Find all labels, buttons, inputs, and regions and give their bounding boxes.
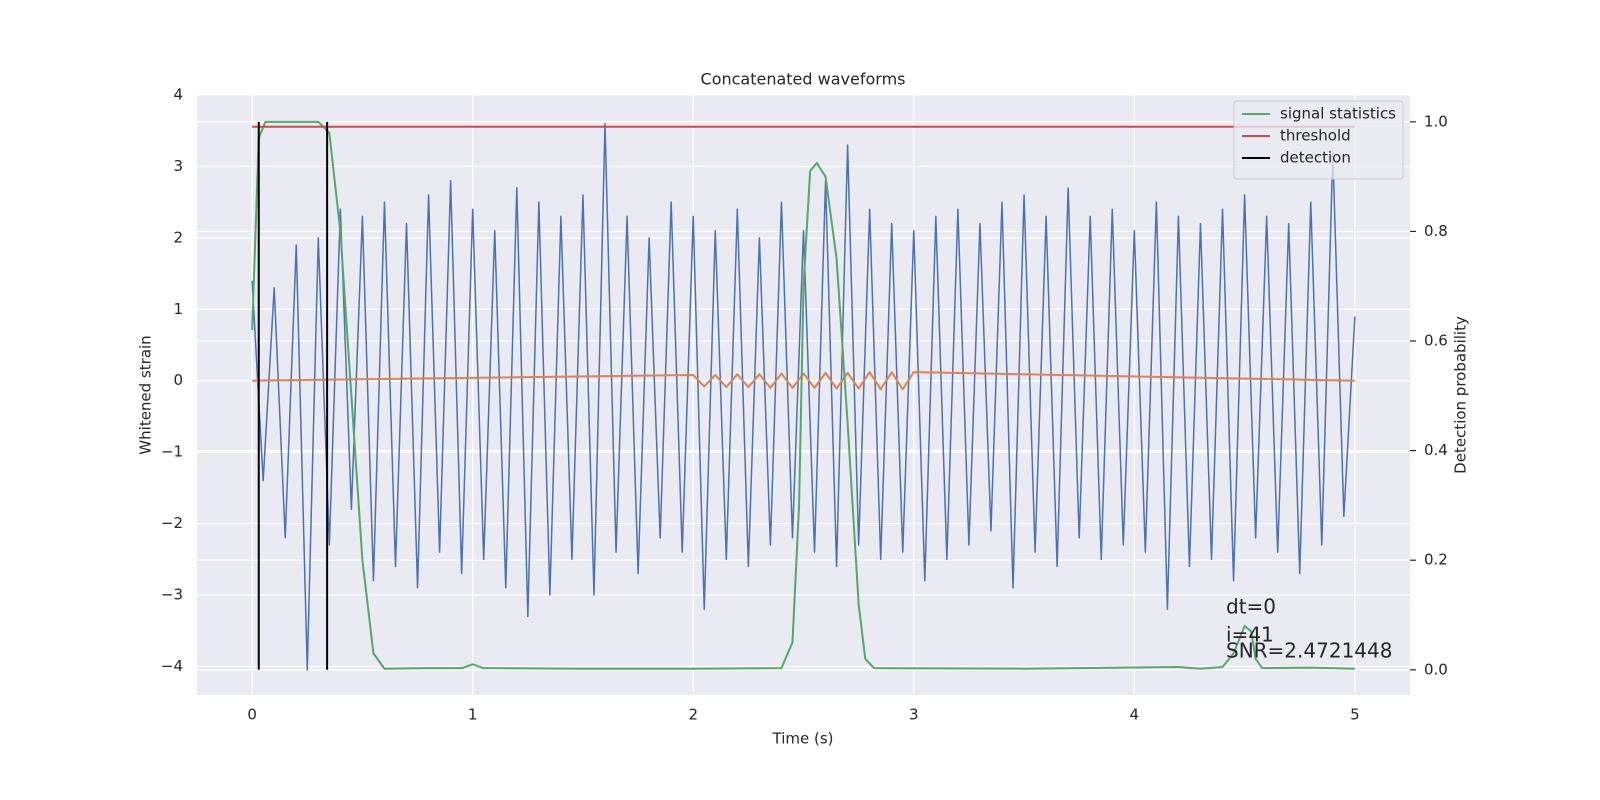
y2-tick-label: 0.2 — [1424, 551, 1448, 569]
y2-tick-label: 0.8 — [1424, 222, 1448, 240]
y-tick-label: 4 — [173, 86, 183, 104]
y-tick-label: −4 — [161, 657, 183, 675]
series-line — [251, 120, 1355, 670]
y2-tick-label: 1.0 — [1424, 112, 1448, 130]
y-tick-label: 0 — [173, 371, 183, 389]
annotation: SNR=2.4721448 — [1226, 639, 1392, 663]
y2-tick-label: 0.0 — [1424, 660, 1448, 678]
x-tick-label: 5 — [1350, 706, 1360, 724]
y2-tick-label: 0.4 — [1424, 441, 1448, 459]
legend-label: threshold — [1280, 127, 1351, 145]
y-tick-label: −3 — [161, 586, 183, 604]
x-axis-label: Time (s) — [772, 730, 834, 748]
series-line — [251, 122, 1356, 671]
x-tick-label: 3 — [909, 706, 919, 724]
legend-box — [1233, 100, 1404, 180]
chart-title: Concatenated waveforms — [701, 70, 906, 89]
y-tick-label: 2 — [173, 228, 183, 246]
x-tick-label: 2 — [688, 706, 698, 724]
y2-axis-label: Detection probability — [1452, 316, 1470, 474]
x-tick-label: 0 — [247, 706, 257, 724]
annotation: i=41 — [1226, 623, 1274, 647]
y-axis-label: Whitened strain — [137, 335, 155, 454]
y-tick-label: −1 — [161, 443, 183, 461]
x-tick-label: 1 — [468, 706, 478, 724]
legend-label: signal statistics — [1280, 105, 1396, 123]
y-tick-label: 3 — [173, 157, 183, 175]
annotation: dt=0 — [1226, 595, 1276, 619]
legend-label: detection — [1280, 149, 1351, 167]
y-tick-label: 1 — [173, 300, 183, 318]
series-line — [252, 371, 1355, 391]
y2-tick-label: 0.6 — [1424, 332, 1448, 350]
x-tick-label: 4 — [1130, 706, 1140, 724]
y-tick-label: −2 — [161, 514, 183, 532]
